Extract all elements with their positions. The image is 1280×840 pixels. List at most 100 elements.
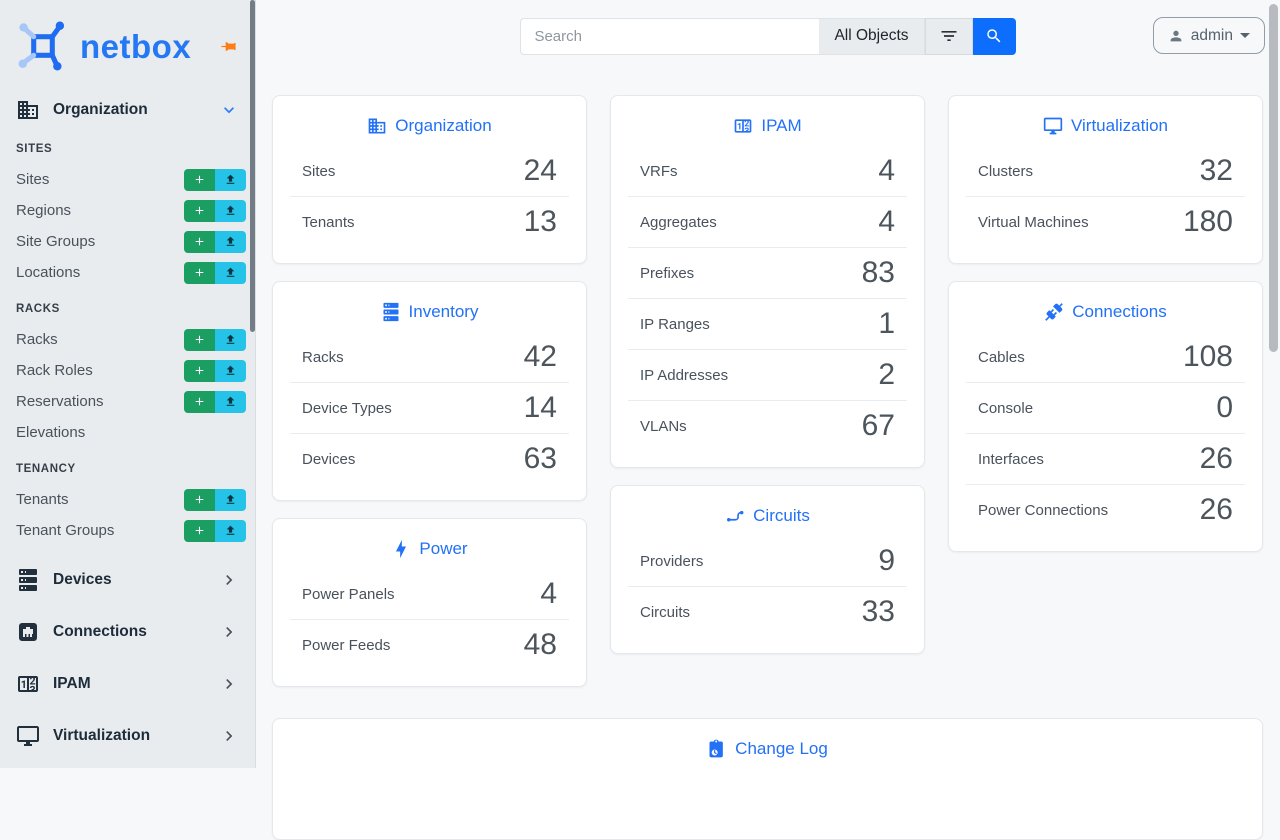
sidebar-item-connections[interactable]: Connections: [0, 610, 255, 654]
brand-wordmark[interactable]: netbox: [80, 27, 192, 65]
stat-label[interactable]: Cables: [978, 348, 1025, 366]
stat-label[interactable]: Sites: [302, 162, 336, 180]
stat-value[interactable]: 24: [523, 154, 557, 187]
stat-value[interactable]: 4: [878, 205, 895, 238]
import-button[interactable]: [215, 359, 246, 382]
stat-value[interactable]: 48: [523, 628, 557, 661]
sidebar-link-label[interactable]: Regions: [16, 202, 72, 219]
add-button[interactable]: [184, 519, 215, 542]
stat-value[interactable]: 2: [878, 358, 895, 391]
add-button[interactable]: [184, 168, 215, 191]
sidebar-item-ipam[interactable]: IPAM: [0, 662, 255, 706]
stat-value[interactable]: 4: [878, 154, 895, 187]
stat-label[interactable]: VRFs: [640, 162, 678, 180]
plus-icon: [193, 333, 206, 346]
building-icon: [367, 116, 387, 136]
stat-value[interactable]: 1: [878, 307, 895, 340]
stat-label[interactable]: Devices: [302, 450, 356, 468]
add-button[interactable]: [184, 328, 215, 351]
stat-value[interactable]: 4: [540, 577, 557, 610]
card-title-link[interactable]: Inventory: [408, 302, 479, 321]
add-button[interactable]: [184, 230, 215, 253]
stat-value[interactable]: 32: [1199, 154, 1233, 187]
sidebar-link-label[interactable]: Reservations: [16, 393, 104, 410]
user-menu-button[interactable]: admin: [1152, 17, 1265, 54]
stat-row: VRFs 4: [628, 146, 907, 197]
sidebar-link-site-groups: Site Groups: [0, 226, 255, 257]
stat-label[interactable]: Clusters: [978, 162, 1034, 180]
sidebar-item-organization[interactable]: Organization: [0, 92, 255, 128]
stat-label[interactable]: Power Connections: [978, 501, 1109, 519]
stat-value[interactable]: 9: [878, 544, 895, 577]
import-button[interactable]: [215, 261, 246, 284]
sidebar-link-label[interactable]: Site Groups: [16, 233, 96, 250]
sidebar-link-label[interactable]: Locations: [16, 264, 81, 281]
stat-value[interactable]: 63: [523, 442, 557, 475]
stat-value[interactable]: 42: [523, 340, 557, 373]
pin-sidebar-button[interactable]: [218, 36, 239, 57]
import-button[interactable]: [215, 390, 246, 413]
stat-label[interactable]: Device Types: [302, 399, 392, 417]
netbox-logo[interactable]: [16, 19, 70, 73]
search-scope-select[interactable]: All Objects: [819, 17, 925, 55]
stat-value[interactable]: 33: [861, 595, 895, 628]
add-button[interactable]: [184, 359, 215, 382]
card-title-link[interactable]: Circuits: [753, 506, 810, 525]
search-input[interactable]: [520, 17, 820, 55]
stat-label[interactable]: Racks: [302, 348, 344, 366]
card-title-link[interactable]: Power: [419, 539, 468, 558]
sidebar-item-label: Organization: [53, 101, 148, 118]
sidebar-item-virtualization[interactable]: Virtualization: [0, 714, 255, 758]
card-title-link[interactable]: Change Log: [735, 739, 828, 758]
sidebar-link-label[interactable]: Racks: [16, 331, 58, 348]
import-button[interactable]: [215, 230, 246, 253]
sidebar-link-label[interactable]: Sites: [16, 171, 50, 188]
import-button[interactable]: [215, 199, 246, 222]
stat-label[interactable]: Circuits: [640, 603, 691, 621]
sidebar-link-reservations: Reservations: [0, 386, 255, 417]
sidebar-link-label[interactable]: Tenant Groups: [16, 522, 115, 539]
stat-value[interactable]: 83: [861, 256, 895, 289]
stat-value[interactable]: 26: [1199, 493, 1233, 526]
sidebar-link-label[interactable]: Elevations: [16, 424, 86, 441]
card-title-link[interactable]: Organization: [395, 116, 492, 135]
stat-label[interactable]: VLANs: [640, 417, 687, 435]
add-button[interactable]: [184, 199, 215, 222]
card-title-link[interactable]: Connections: [1072, 302, 1167, 321]
stat-value[interactable]: 13: [523, 205, 557, 238]
stat-label[interactable]: Providers: [640, 552, 704, 570]
stat-value[interactable]: 26: [1199, 442, 1233, 475]
search-filter-button[interactable]: [924, 17, 973, 55]
stat-label[interactable]: Power Feeds: [302, 636, 391, 654]
stat-label[interactable]: Tenants: [302, 213, 355, 231]
sidebar-link-label[interactable]: Tenants: [16, 491, 69, 508]
stat-label[interactable]: Interfaces: [978, 450, 1044, 468]
stat-label[interactable]: IP Addresses: [640, 366, 729, 384]
card-title-link[interactable]: Virtualization: [1070, 116, 1169, 135]
import-button[interactable]: [215, 488, 246, 511]
sidebar-item-devices[interactable]: Devices: [0, 558, 255, 602]
import-button[interactable]: [215, 519, 246, 542]
stat-label[interactable]: Virtual Machines: [978, 213, 1089, 231]
stat-value[interactable]: 67: [861, 409, 895, 442]
stat-value[interactable]: 14: [523, 391, 557, 424]
monitor-icon: [16, 724, 40, 748]
stat-value[interactable]: 0: [1216, 391, 1233, 424]
stat-label[interactable]: IP Ranges: [640, 315, 710, 333]
card-title-link[interactable]: IPAM: [761, 116, 802, 135]
stat-label[interactable]: Prefixes: [640, 264, 695, 282]
add-button[interactable]: [184, 390, 215, 413]
stat-value[interactable]: 180: [1182, 205, 1233, 238]
search-submit-button[interactable]: [972, 17, 1016, 55]
stat-label[interactable]: Power Panels: [302, 585, 395, 603]
import-button[interactable]: [215, 328, 246, 351]
stat-value[interactable]: 108: [1182, 340, 1233, 373]
sidebar-scrollbar-thumb[interactable]: [250, 0, 255, 332]
add-button[interactable]: [184, 261, 215, 284]
sidebar-link-label[interactable]: Rack Roles: [16, 362, 93, 379]
stat-label[interactable]: Aggregates: [640, 213, 717, 231]
main-scrollbar-thumb[interactable]: [1269, 4, 1278, 352]
stat-label[interactable]: Console: [978, 399, 1034, 417]
import-button[interactable]: [215, 168, 246, 191]
add-button[interactable]: [184, 488, 215, 511]
